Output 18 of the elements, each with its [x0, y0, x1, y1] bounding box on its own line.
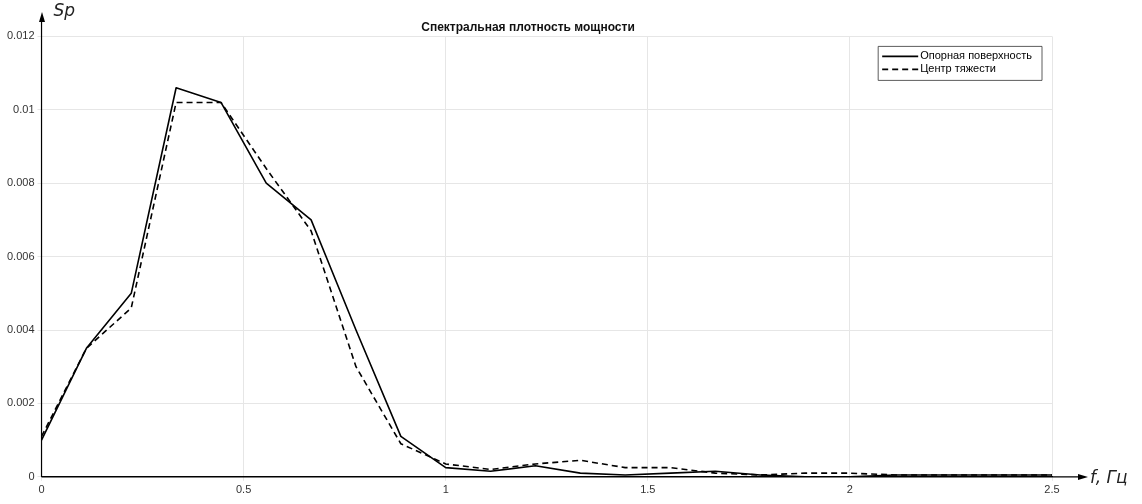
y-tick-label: 0	[28, 469, 35, 482]
y-tick-label: 0.004	[7, 323, 35, 336]
x-tick-label: 0	[38, 483, 45, 496]
x-tick-label: 1.5	[640, 483, 656, 496]
x-tick-label: 2.5	[1044, 483, 1060, 496]
x-axis-title: f, Гц	[1090, 466, 1128, 487]
legend-label: Опорная поверхность	[920, 49, 1033, 62]
legend-label: Центр тяжести	[920, 62, 996, 75]
x-tick-label: 1	[442, 483, 449, 496]
y-tick-label: 0.01	[13, 102, 35, 115]
y-tick-label: 0.012	[7, 29, 35, 42]
y-axis-title: Sp	[53, 0, 76, 20]
y-tick-label: 0.008	[7, 176, 35, 189]
x-tick-label: 2	[846, 483, 853, 496]
x-tick-label: 0.5	[235, 483, 252, 496]
y-tick-label: 0.002	[7, 396, 35, 409]
y-tick-label: 0.006	[7, 249, 35, 262]
chart-title: Спектральная плотность мощности	[421, 19, 635, 34]
